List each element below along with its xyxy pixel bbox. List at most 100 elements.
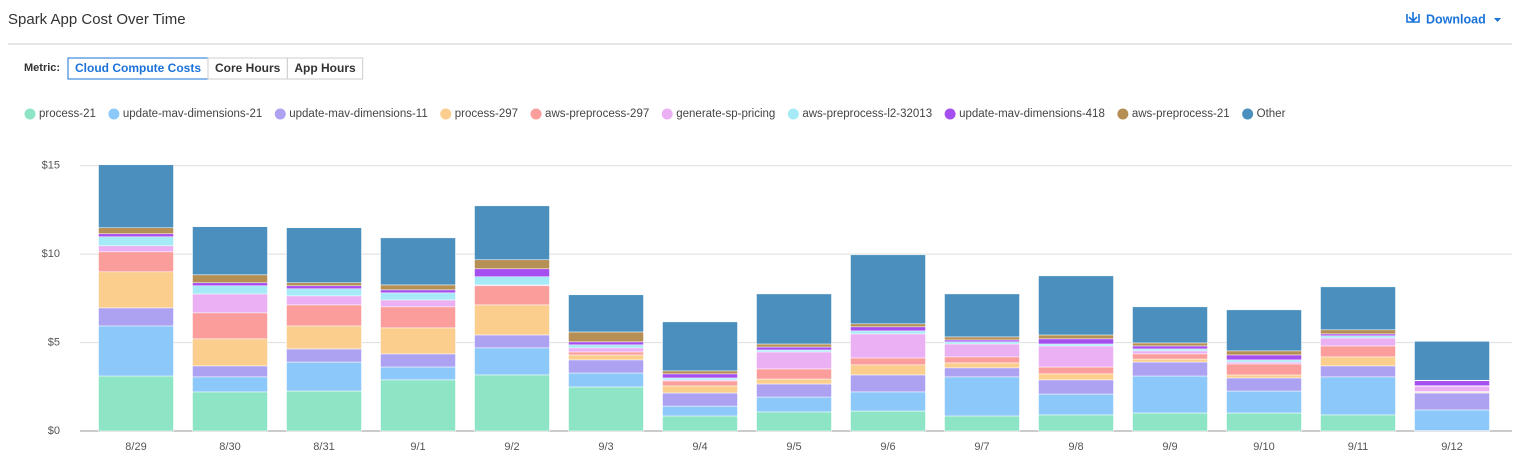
bar-segment <box>1414 341 1490 381</box>
bar-segment <box>756 346 832 351</box>
bar-segment <box>944 343 1020 358</box>
bar-segment <box>98 375 174 432</box>
legend: process-21 update-mav-dimensions-21 update… <box>24 108 1286 120</box>
bar-segment <box>756 293 832 345</box>
bar-segment <box>850 254 926 325</box>
download-button[interactable]: Download <box>1406 12 1501 26</box>
bar-segment <box>192 282 268 287</box>
bar-segment <box>944 341 1020 345</box>
bar-segment <box>662 373 738 379</box>
legend-item[interactable]: aws-preprocess-l2-32013 <box>787 108 932 120</box>
bar-segment <box>98 164 174 229</box>
bar-segment <box>98 227 174 235</box>
metric-option[interactable]: Cloud Compute Costs <box>67 57 209 80</box>
y-tick-label: $15 <box>42 160 60 172</box>
bar-segment <box>380 379 456 432</box>
legend-item[interactable]: generate-sp-pricing <box>661 108 776 120</box>
legend-label: aws-preprocess-21 <box>1132 108 1230 120</box>
bar-segment <box>662 405 738 417</box>
x-tick-label: 9/7 <box>974 441 989 453</box>
x-tick-label: 8/30 <box>219 441 240 453</box>
legend-label: process-297 <box>455 108 518 120</box>
bar-segment <box>286 304 362 327</box>
y-tick-label: $10 <box>42 248 60 260</box>
download-label: Download <box>1426 12 1486 26</box>
x-tick-label: 9/8 <box>1068 441 1083 453</box>
legend-item[interactable]: update-mav-dimensions-418 <box>944 108 1105 120</box>
bar-segment <box>850 391 926 412</box>
bar-segment <box>192 293 268 314</box>
bar-segment <box>286 282 362 287</box>
bar-segment <box>1414 386 1490 392</box>
bar-segment <box>662 392 738 407</box>
bar-segment <box>1414 409 1490 431</box>
bar-segment <box>1226 354 1302 361</box>
bar-segment <box>380 237 456 286</box>
bar-segment <box>1320 335 1396 339</box>
x-tick-label: 9/12 <box>1441 441 1462 453</box>
bar-segment <box>1320 333 1396 337</box>
bar-segment <box>756 396 832 413</box>
bar-segment <box>850 326 926 332</box>
legend-item[interactable]: aws-preprocess-21 <box>1117 108 1230 120</box>
bar-segment <box>1226 309 1302 352</box>
legend-item[interactable]: aws-preprocess-297 <box>530 108 650 120</box>
metric-options: Cloud Compute Costs Core Hours App Hours <box>67 57 364 80</box>
legend-item[interactable]: update-mav-dimensions-21 <box>108 108 262 120</box>
bar-segment <box>944 415 1020 432</box>
metric-option[interactable]: App Hours <box>286 57 364 80</box>
bar-segment <box>286 348 362 363</box>
legend-label: aws-preprocess-297 <box>545 108 649 120</box>
bar-segment <box>98 251 174 273</box>
bar-segment <box>568 359 644 374</box>
bar-segment <box>1226 361 1302 365</box>
bar-segment <box>474 304 550 336</box>
legend-swatch <box>1242 108 1254 120</box>
bar-segment <box>1226 377 1302 392</box>
bar-segment <box>850 364 926 376</box>
bar-segment <box>1414 392 1490 411</box>
legend-swatch <box>108 108 120 120</box>
bar-segment <box>756 378 832 385</box>
bar-segment <box>380 299 456 308</box>
bar-segment <box>192 391 268 432</box>
bar-segment <box>568 344 644 349</box>
bar-segment <box>1038 393 1114 416</box>
bar-segment <box>568 347 644 353</box>
bar-segment <box>474 268 550 278</box>
bar-segment <box>1320 329 1396 335</box>
bar-segment <box>192 376 268 393</box>
bar-segment <box>1132 361 1208 377</box>
bar-segment <box>1038 414 1114 432</box>
metric-option[interactable]: Core Hours <box>207 57 288 80</box>
bar-segment <box>474 259 550 270</box>
bar-segment <box>850 330 926 335</box>
bar-segment <box>98 245 174 253</box>
bar-segment <box>1132 358 1208 363</box>
x-tick-label: 9/1 <box>410 441 425 453</box>
bar-segment <box>1320 286 1396 331</box>
bar-segment <box>380 289 456 294</box>
bar-segment <box>1132 350 1208 355</box>
bar-segment <box>944 367 1020 378</box>
legend-item[interactable]: Other <box>1242 108 1286 120</box>
legend-item[interactable]: update-mav-dimensions-11 <box>274 108 428 120</box>
legend-item[interactable]: process-297 <box>440 108 518 120</box>
bar-segment <box>944 293 1020 338</box>
x-tick-label: 9/10 <box>1253 441 1274 453</box>
bar-segment <box>850 323 926 328</box>
bar-segment <box>286 361 362 392</box>
legend-item[interactable]: process-21 <box>24 108 96 120</box>
legend-swatch <box>274 108 286 120</box>
option-label: Core Hours <box>215 61 281 75</box>
option-label: Cloud Compute Costs <box>75 61 201 75</box>
bar-segment <box>1038 334 1114 340</box>
bar-segment <box>568 331 644 343</box>
bar-segment <box>756 368 832 380</box>
bar-segment <box>1038 366 1114 375</box>
legend-label: Other <box>1257 108 1286 120</box>
y-tick-label: $5 <box>48 336 60 348</box>
page-title: Spark App Cost Over Time <box>8 11 186 28</box>
x-tick-label: 9/6 <box>880 441 895 453</box>
metric-label: Metric: <box>24 62 60 74</box>
